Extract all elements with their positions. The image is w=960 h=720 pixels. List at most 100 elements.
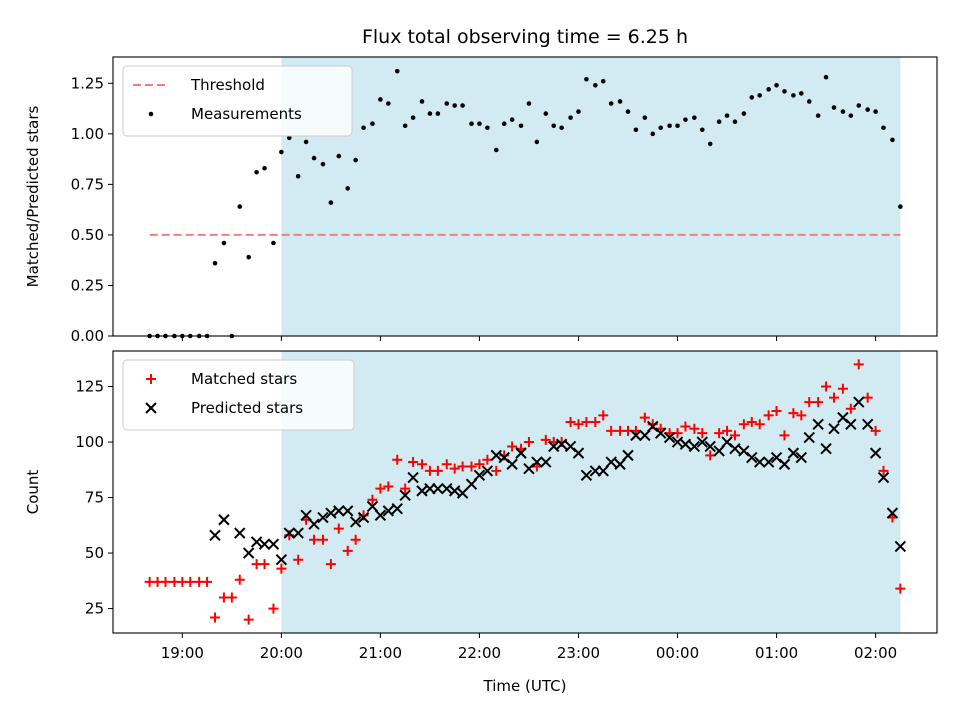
data-point bbox=[675, 123, 680, 129]
data-point bbox=[705, 450, 716, 461]
data-point bbox=[639, 412, 650, 423]
data-point bbox=[639, 429, 651, 442]
data-point bbox=[449, 463, 460, 474]
data-point bbox=[474, 459, 485, 470]
data-point bbox=[246, 254, 251, 260]
data-point bbox=[490, 449, 502, 462]
data-point bbox=[293, 554, 304, 565]
data-point bbox=[407, 471, 419, 484]
data-point bbox=[795, 451, 808, 464]
data-point bbox=[202, 576, 213, 587]
series-matched-stars bbox=[144, 359, 906, 625]
data-point bbox=[374, 509, 387, 522]
data-point bbox=[540, 434, 551, 445]
data-point bbox=[473, 469, 486, 482]
data-point bbox=[565, 417, 576, 428]
data-point bbox=[861, 418, 874, 430]
data-point bbox=[848, 113, 854, 118]
data-point bbox=[738, 419, 749, 430]
data-point bbox=[209, 529, 221, 542]
data-point bbox=[333, 505, 345, 517]
data-point bbox=[311, 155, 317, 161]
data-point bbox=[707, 141, 713, 147]
data-point bbox=[683, 117, 688, 122]
data-point bbox=[580, 469, 593, 482]
data-point bbox=[276, 563, 287, 574]
data-point bbox=[531, 456, 543, 468]
data-point bbox=[788, 408, 799, 419]
data-point bbox=[391, 502, 403, 515]
count-panel: 19:00 20:00 21:00 22:00 23:00 00:00 01:00 02:00… bbox=[24, 350, 938, 662]
data-point bbox=[333, 523, 344, 534]
data-point bbox=[791, 93, 796, 98]
data-point bbox=[507, 441, 518, 452]
data-point bbox=[283, 527, 295, 539]
data-point bbox=[667, 123, 672, 129]
plot-frame bbox=[112, 350, 938, 634]
data-point bbox=[303, 139, 309, 145]
data-point bbox=[895, 583, 906, 594]
y-tick-label: 1.00 bbox=[71, 125, 104, 143]
data-point bbox=[614, 458, 626, 470]
data-point bbox=[856, 103, 862, 108]
data-point bbox=[598, 410, 609, 421]
data-point bbox=[386, 101, 391, 106]
data-point bbox=[724, 113, 730, 118]
data-point bbox=[482, 454, 493, 465]
data-point bbox=[221, 240, 227, 246]
chart-title: Flux total observing time = 6.25 h bbox=[362, 26, 688, 48]
data-point bbox=[234, 574, 245, 585]
legend-swatch-matched-stars bbox=[146, 374, 156, 384]
data-point bbox=[692, 115, 697, 120]
data-point bbox=[606, 425, 617, 436]
data-point bbox=[457, 461, 468, 472]
x-tick-label: 01:00 bbox=[755, 644, 798, 662]
data-point bbox=[534, 139, 540, 145]
data-point bbox=[813, 397, 824, 408]
data-point bbox=[349, 516, 362, 528]
data-point bbox=[865, 107, 870, 112]
data-point bbox=[375, 483, 386, 494]
data-point bbox=[886, 507, 899, 519]
data-point bbox=[845, 418, 857, 430]
data-point bbox=[746, 451, 758, 464]
data-point bbox=[392, 454, 403, 465]
legend-box bbox=[122, 65, 353, 137]
data-point bbox=[367, 494, 378, 505]
data-point bbox=[320, 161, 326, 167]
data-point bbox=[572, 447, 585, 459]
data-point bbox=[722, 425, 733, 436]
y-tick-label: 25 bbox=[85, 600, 104, 618]
legend-swatch-predicted-stars bbox=[145, 402, 157, 414]
data-point bbox=[617, 99, 623, 104]
data-point bbox=[763, 410, 774, 421]
data-point bbox=[382, 505, 395, 517]
data-point bbox=[481, 465, 494, 477]
data-point bbox=[799, 91, 804, 96]
x-tick-label: 22:00 bbox=[458, 644, 501, 662]
data-point bbox=[441, 459, 452, 470]
data-point bbox=[697, 428, 708, 439]
data-point bbox=[771, 405, 782, 416]
data-point bbox=[654, 427, 667, 439]
data-point bbox=[559, 125, 564, 131]
series-measurements bbox=[147, 68, 903, 339]
data-point bbox=[456, 487, 469, 499]
data-point bbox=[432, 482, 444, 495]
data-point bbox=[796, 410, 807, 421]
legend-label: Threshold bbox=[190, 76, 265, 94]
data-point bbox=[501, 121, 507, 127]
data-point bbox=[840, 109, 846, 114]
data-point bbox=[766, 87, 771, 92]
data-point bbox=[671, 436, 684, 448]
data-point bbox=[416, 485, 428, 497]
data-point bbox=[878, 465, 889, 476]
data-point bbox=[804, 397, 815, 408]
data-point bbox=[732, 119, 738, 124]
data-point bbox=[357, 511, 370, 524]
data-point bbox=[625, 109, 631, 114]
data-point bbox=[526, 101, 532, 106]
data-point bbox=[716, 119, 722, 124]
series-predicted-stars bbox=[209, 396, 907, 566]
data-point bbox=[757, 93, 763, 98]
